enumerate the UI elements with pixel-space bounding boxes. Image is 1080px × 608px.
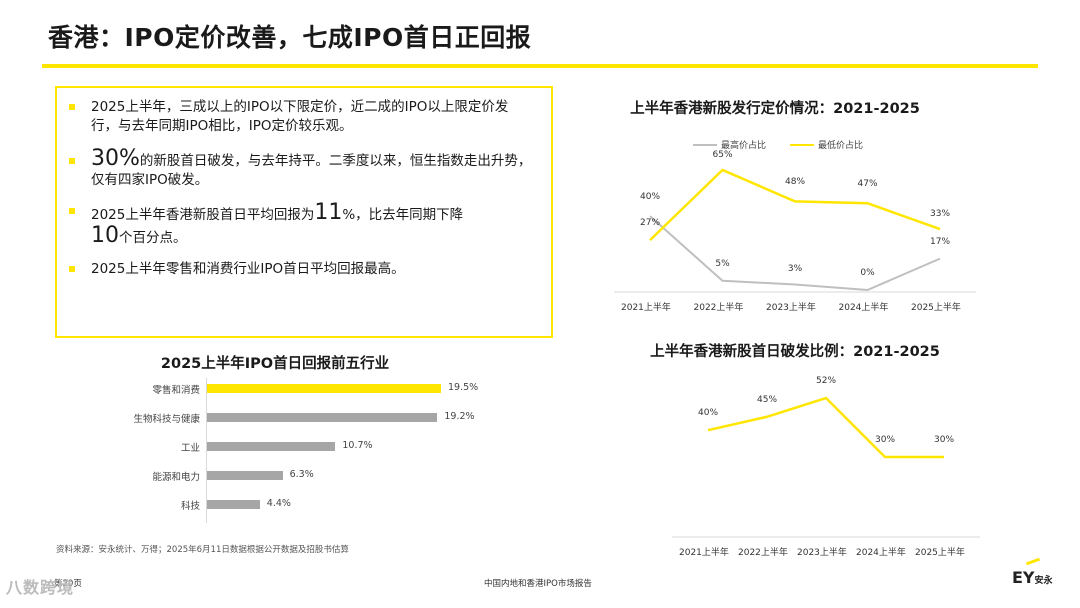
page-number: 第20页 (54, 579, 82, 589)
data-label: 27% (639, 218, 661, 229)
data-label: 5% (715, 258, 730, 269)
watermark: 八数跨境 (6, 578, 75, 597)
data-label: 30% (874, 435, 896, 445)
data-label: 47% (857, 179, 878, 190)
ey-logo-bar-icon (1025, 557, 1041, 566)
x-tick-label: 2021上半年 (679, 548, 729, 558)
data-label: 33% (929, 209, 951, 220)
bullet-1: 2025上半年，三成以上的IPO以下限定价，近二成的IPO以上限定价发行，与去年… (69, 98, 535, 136)
bullet-4-text: 2025上半年零售和消费行业IPO首日平均回报最高。 (91, 261, 405, 277)
data-label: 65% (712, 150, 733, 160)
page-title: 香港：IPO定价改善，七成IPO首日正回报 (48, 23, 532, 52)
bullet-2-text: 的新股首日破发，与去年持平。二季度以来，恒生指数走出升势，仅有四家IPO破发。 (91, 153, 532, 188)
bullet-square-icon (69, 208, 75, 214)
bullet-3-text-mid: %，比去年同期下降 (342, 207, 464, 223)
bullet-3-highlight-1: 11 (314, 200, 343, 225)
bullet-3-text-pre: 2025上半年香港新股首日平均回报为 (91, 207, 315, 223)
bullet-square-icon (69, 266, 75, 272)
bullet-square-icon (69, 158, 75, 164)
bullet-square-icon (69, 104, 75, 110)
x-tick-label: 2022上半年 (738, 548, 788, 558)
bullet-1-text: 2025上半年，三成以上的IPO以下限定价，近二成的IPO以上限定价发行，与去年… (91, 99, 509, 134)
data-label: 40% (697, 408, 719, 419)
x-tick-label: 2024上半年 (856, 548, 906, 558)
source-note: 资料来源：安永统计、万得；2025年6月11日数据根据公开数据及招股书估算 (56, 545, 349, 555)
bar (207, 413, 438, 422)
ey-logo: EY安永 (1012, 568, 1053, 587)
bullet-3: 2025上半年香港新股首日平均回报为11%，比去年同期下降 10个百分点。 (69, 202, 535, 248)
data-label: 3% (787, 264, 803, 275)
bar-category-label: 零售和消费 (152, 385, 200, 396)
bullet-2: 30%的新股首日破发，与去年持平。二季度以来，恒生指数走出升势，仅有四家IPO破… (69, 148, 535, 190)
report-footer: 中国内地和香港IPO市场报告 (484, 579, 592, 589)
data-label: 48% (784, 177, 806, 188)
bar (207, 442, 336, 451)
bar-category-label: 科技 (180, 501, 200, 512)
x-tick-label: 2025上半年 (911, 303, 961, 313)
bar-category-label: 生物科技与健康 (133, 414, 200, 425)
data-label: 30% (933, 435, 955, 445)
data-label: 17% (929, 236, 951, 247)
x-tick-label: 2024上半年 (838, 303, 889, 313)
legend-label-high: 最高价占比 (721, 141, 767, 151)
ey-logo-text: EY (1012, 568, 1035, 587)
breakrate-chart-title: 上半年香港新股首日破发比例：2021-2025 (650, 344, 940, 360)
legend-swatch-grey (693, 143, 717, 146)
x-tick-label: 2023上半年 (766, 303, 816, 313)
bullet-3-highlight-2: 10 (91, 223, 119, 248)
bar-value-label: 6.3% (289, 469, 314, 480)
x-tick-label: 2025上半年 (915, 548, 965, 558)
key-findings-box: 2025上半年，三成以上的IPO以下限定价，近二成的IPO以上限定价发行，与去年… (55, 86, 553, 338)
x-tick-label: 2022上半年 (693, 303, 744, 313)
title-underline (42, 64, 1038, 68)
bullet-4: 2025上半年零售和消费行业IPO首日平均回报最高。 (69, 260, 535, 279)
bar (207, 500, 260, 509)
bar-value-label: 19.5% (448, 382, 479, 393)
bar-category-label: 工业 (180, 443, 200, 454)
data-label: 40% (639, 192, 661, 203)
ey-logo-cn: 安永 (1034, 576, 1053, 586)
industry-chart-title: 2025上半年IPO首日回报前五行业 (160, 356, 390, 372)
bar (207, 471, 283, 480)
bar-value-label: 19.2% (444, 411, 475, 422)
legend-item-low: 最低价占比 (790, 138, 863, 151)
bar-value-label: 4.4% (266, 498, 291, 509)
data-label: 45% (756, 394, 778, 405)
legend-item-high: 最高价占比 (693, 138, 766, 151)
bar-category-label: 能源和电力 (152, 472, 200, 483)
bullet-3-text-post: 个百分点。 (119, 230, 187, 246)
series-line (707, 396, 944, 459)
bar-value-label: 10.7% (342, 440, 373, 451)
bar-chart-axis (206, 378, 207, 523)
data-label: 0% (860, 268, 875, 278)
x-tick-label: 2023上半年 (797, 548, 847, 558)
legend-swatch-yellow (790, 143, 814, 146)
series-line (649, 215, 941, 292)
bar (207, 384, 441, 393)
pricing-chart-title: 上半年香港新股发行定价情况：2021-2025 (630, 101, 920, 117)
legend-label-low: 最低价占比 (818, 141, 864, 151)
x-tick-label: 2021上半年 (621, 303, 671, 313)
bullet-2-highlight: 30% (91, 146, 140, 171)
data-label: 52% (815, 376, 837, 386)
